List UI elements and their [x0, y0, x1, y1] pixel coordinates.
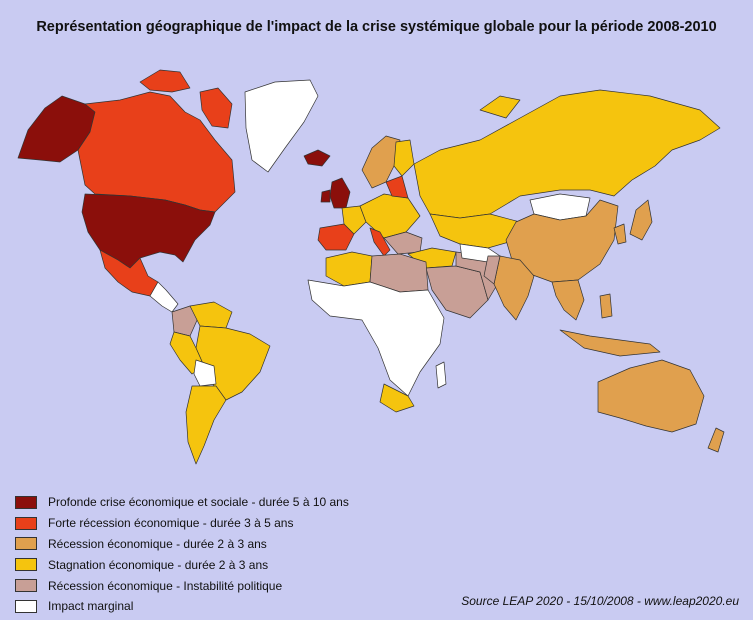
- legend-swatch: [15, 579, 37, 593]
- region-venezuela: [189, 301, 233, 329]
- region-ireland: [320, 189, 331, 203]
- region-central-europe: [359, 193, 421, 239]
- region-finland: [393, 139, 415, 177]
- legend-item-marginal: Impact marginal: [15, 596, 349, 617]
- region-new-zealand: [707, 427, 725, 453]
- legend-item-stagnation: Stagnation économique - durée 2 à 3 ans: [15, 554, 349, 575]
- region-philippines: [599, 293, 613, 319]
- legend-swatch: [15, 537, 37, 551]
- region-italy: [369, 227, 391, 257]
- region-uk: [329, 177, 351, 209]
- region-central-america: [149, 281, 179, 313]
- legend-label: Impact marginal: [48, 599, 134, 614]
- region-iceland: [303, 149, 331, 167]
- legend-label: Récession économique - durée 2 à 3 ans: [48, 536, 267, 551]
- region-usa: [81, 193, 216, 269]
- legend-swatch: [15, 599, 37, 613]
- region-southeast-asia: [551, 279, 585, 321]
- region-kazakhstan: [429, 213, 521, 249]
- region-north-africa: [325, 251, 373, 287]
- legend-item-profonde: Profonde crise économique et sociale - d…: [15, 492, 349, 513]
- legend-label: Stagnation économique - durée 2 à 3 ans: [48, 557, 269, 572]
- legend-label: Forte récession économique - durée 3 à 5…: [48, 516, 294, 531]
- region-australia: [597, 359, 705, 433]
- region-balkans: [383, 231, 423, 255]
- region-russia-arctic: [479, 95, 521, 119]
- region-korea: [613, 223, 627, 245]
- legend: Profonde crise économique et sociale - d…: [15, 492, 349, 617]
- world-map: [17, 69, 725, 465]
- legend-swatch: [15, 495, 37, 509]
- region-west-africa: [307, 279, 445, 397]
- region-bolivia: [193, 359, 217, 387]
- region-india: [493, 255, 535, 321]
- legend-label: Profonde crise économique et sociale - d…: [48, 495, 349, 510]
- region-japan: [629, 199, 653, 241]
- region-indonesia: [559, 329, 661, 357]
- region-baltic: [385, 175, 409, 199]
- region-pakistan: [483, 255, 501, 285]
- region-colombia: [171, 305, 199, 337]
- legend-swatch: [15, 516, 37, 530]
- legend-item-recession: Récession économique - durée 2 à 3 ans: [15, 534, 349, 555]
- map-title: Représentation géographique de l'impact …: [36, 19, 717, 35]
- region-canada-islands: [139, 69, 191, 93]
- source-credit: Source LEAP 2020 - 15/10/2008 - www.leap…: [461, 594, 739, 608]
- region-canada-baffin: [199, 87, 233, 129]
- legend-label: Récession économique - Instabilité polit…: [48, 578, 283, 593]
- legend-item-forte: Forte récession économique - durée 3 à 5…: [15, 513, 349, 534]
- legend-swatch: [15, 558, 37, 572]
- region-south-africa: [379, 383, 415, 413]
- legend-item-instabilite: Récession économique - Instabilité polit…: [15, 575, 349, 596]
- region-argentina: [185, 385, 227, 465]
- region-france: [341, 205, 367, 235]
- region-greenland: [244, 79, 319, 173]
- region-madagascar: [435, 361, 447, 389]
